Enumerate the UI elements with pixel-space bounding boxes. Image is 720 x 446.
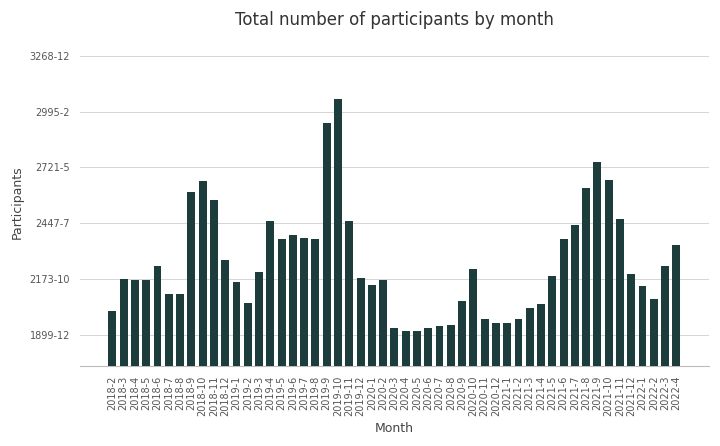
- Bar: [402, 331, 410, 366]
- Bar: [481, 319, 489, 366]
- Bar: [537, 304, 545, 366]
- Y-axis label: Participants: Participants: [11, 165, 24, 240]
- Bar: [312, 239, 320, 366]
- Bar: [120, 279, 127, 366]
- Bar: [424, 328, 432, 366]
- Bar: [368, 285, 376, 366]
- Bar: [346, 221, 354, 366]
- Bar: [233, 282, 240, 366]
- Bar: [515, 319, 523, 366]
- Bar: [131, 280, 139, 366]
- Bar: [526, 308, 534, 366]
- Bar: [255, 272, 263, 366]
- Bar: [210, 200, 218, 366]
- Bar: [627, 274, 635, 366]
- Bar: [469, 269, 477, 366]
- Bar: [593, 161, 601, 366]
- Bar: [559, 239, 567, 366]
- Bar: [153, 266, 161, 366]
- Bar: [199, 181, 207, 366]
- Bar: [436, 326, 444, 366]
- Bar: [458, 301, 466, 366]
- Bar: [503, 323, 511, 366]
- Bar: [176, 294, 184, 366]
- Bar: [582, 188, 590, 366]
- Bar: [413, 331, 421, 366]
- Bar: [323, 123, 330, 366]
- Bar: [244, 303, 252, 366]
- Bar: [278, 239, 286, 366]
- X-axis label: Month: Month: [375, 422, 414, 435]
- Bar: [390, 328, 398, 366]
- Bar: [650, 298, 658, 366]
- Bar: [639, 286, 647, 366]
- Bar: [616, 219, 624, 366]
- Bar: [300, 238, 308, 366]
- Bar: [334, 99, 342, 366]
- Bar: [266, 221, 274, 366]
- Bar: [571, 225, 579, 366]
- Bar: [109, 311, 117, 366]
- Bar: [549, 276, 557, 366]
- Title: Total number of participants by month: Total number of participants by month: [235, 11, 554, 29]
- Bar: [492, 323, 500, 366]
- Bar: [289, 235, 297, 366]
- Bar: [605, 180, 613, 366]
- Bar: [143, 280, 150, 366]
- Bar: [356, 278, 364, 366]
- Bar: [661, 266, 669, 366]
- Bar: [165, 294, 173, 366]
- Bar: [187, 192, 195, 366]
- Bar: [379, 280, 387, 366]
- Bar: [672, 245, 680, 366]
- Bar: [447, 325, 455, 366]
- Bar: [221, 260, 229, 366]
